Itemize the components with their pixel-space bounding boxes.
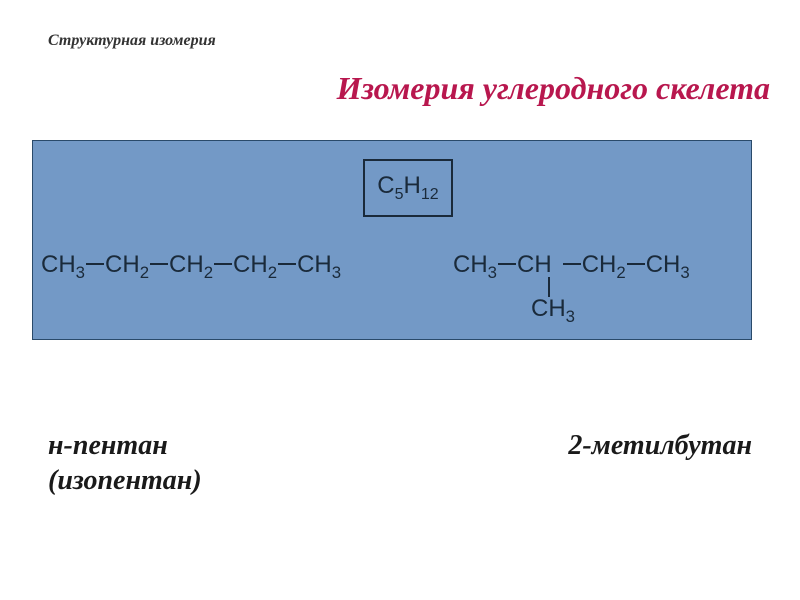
structure-methylbutane: CH3 CH CH2 CH3: [453, 251, 690, 283]
molecular-formula-box: C5H12: [363, 159, 453, 217]
label-isopentane: (изопентан): [48, 465, 202, 497]
bond-icon: [627, 263, 645, 265]
chem-group: CH2: [169, 251, 213, 283]
chem-group: CH: [517, 251, 552, 279]
formula-h-sub: 12: [421, 186, 439, 203]
branch-group: CH3: [531, 295, 575, 327]
chem-group: CH2: [233, 251, 277, 283]
chem-group: CH3: [646, 251, 690, 283]
chem-group: CH2: [582, 251, 626, 283]
chem-group: CH3: [297, 251, 341, 283]
chem-group: CH2: [105, 251, 149, 283]
chem-group: CH3: [453, 251, 497, 283]
page-title: Изомерия углеродного скелета: [0, 70, 770, 107]
label-methylbutane: 2-метилбутан: [568, 430, 752, 462]
structure-pentane: CH3 CH2 CH2 CH2 CH3: [41, 251, 341, 283]
bond-icon: [150, 263, 168, 265]
bond-vertical-icon: [548, 277, 550, 297]
subtitle: Структурная изомерия: [48, 32, 216, 50]
molecular-formula: C5H12: [377, 172, 438, 204]
bond-icon: [498, 263, 516, 265]
bond-icon: [214, 263, 232, 265]
bond-icon: [563, 263, 581, 265]
bond-icon: [278, 263, 296, 265]
chem-group: CH3: [41, 251, 85, 283]
label-pentane: н-пентан: [48, 430, 168, 462]
bond-icon: [86, 263, 104, 265]
formula-c-sub: 5: [395, 186, 404, 203]
diagram-container: C5H12 CH3CH2CH2CH2CH3 CH3CHCH2CH3 CH3: [32, 140, 752, 340]
